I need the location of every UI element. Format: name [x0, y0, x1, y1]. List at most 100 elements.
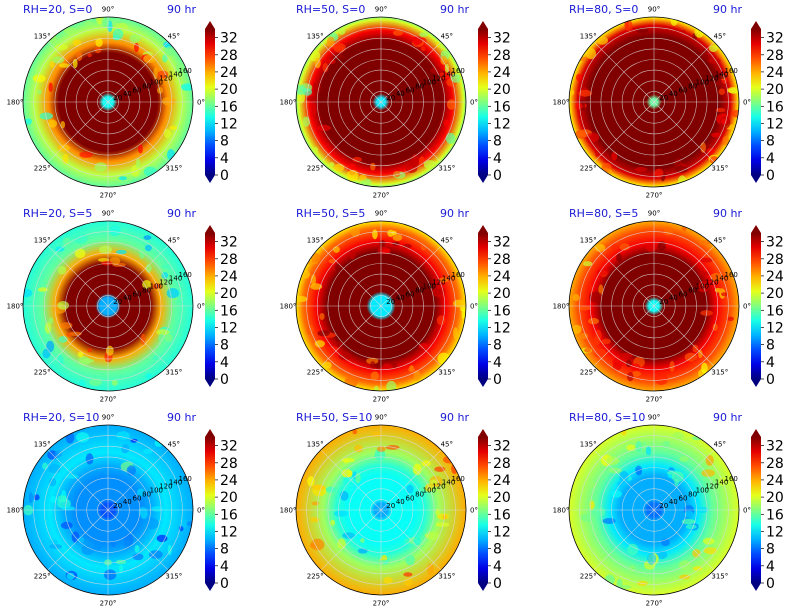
colorbar-tick-label: 4 [220, 355, 229, 371]
angular-gridline [380, 245, 442, 307]
angular-gridline [107, 509, 169, 571]
polar-panel: 20 40 60 801001201401600°45°90°135°180°225°… [280, 207, 511, 404]
angular-gridline [107, 245, 169, 307]
angular-gridline [107, 305, 169, 367]
radial-tick-label: 120 [432, 483, 445, 491]
radial-tick-label: 60 [679, 290, 688, 298]
angle-tick-label: 45° [714, 441, 726, 449]
colorbar-tick-label: 0 [766, 576, 775, 592]
angle-tick-label: 0° [470, 99, 478, 107]
angular-gridline [47, 509, 109, 571]
colorbar-tick-label: 24 [220, 65, 238, 81]
angle-tick-label: 225° [307, 572, 324, 580]
colorbar-tick-label: 8 [493, 338, 502, 354]
colorbar-tick-label: 8 [220, 542, 229, 558]
angle-tick-label: 180° [280, 303, 297, 311]
colorbar-extend-min [478, 583, 488, 591]
radial-tick-label: 160 [452, 67, 465, 75]
angle-tick-label: 315° [711, 368, 728, 376]
angle-tick-label: 315° [165, 368, 182, 376]
polar-panel: 20 40 60 801001201401600°45°90°135°180°225°… [7, 3, 238, 200]
colorbar-tick-label: 4 [220, 559, 229, 575]
panel-title: RH=50, S=10 [296, 411, 372, 424]
field-texture [24, 17, 193, 186]
radial-tick-label: 80 [142, 82, 151, 90]
angle-tick-label: 315° [165, 572, 182, 580]
angular-gridline [320, 509, 382, 571]
colorbar-extend-min [205, 379, 215, 387]
colorbar-tick-label: 0 [493, 168, 502, 184]
radial-tick-label: 60 [133, 494, 142, 502]
colorbar-extend-max [478, 225, 488, 233]
radial-tick-label: 60 [679, 86, 688, 94]
colorbar-tick-label: 12 [220, 525, 238, 541]
radial-tick-label: 120 [432, 279, 445, 287]
colorbar-tick-label: 16 [766, 303, 784, 319]
colorbar-scale [205, 233, 215, 379]
angle-tick-label: 135° [580, 441, 597, 449]
angular-gridline [107, 101, 169, 163]
colorbar-tick-label: 32 [766, 235, 784, 251]
radial-tick-label: 160 [725, 271, 738, 279]
angular-gridline [653, 101, 715, 163]
colorbar-tick-label: 16 [766, 99, 784, 115]
colorbar-scale [751, 233, 761, 379]
angle-tick-label: 0° [197, 303, 205, 311]
angle-tick-label: 135° [307, 237, 324, 245]
angular-gridline [380, 305, 442, 367]
colorbar-tick-label: 24 [493, 269, 511, 285]
radial-tick-label: 40 [123, 294, 132, 302]
angle-tick-label: 45° [714, 237, 726, 245]
angle-tick-label: 315° [711, 164, 728, 172]
colorbar-tick-label: 16 [220, 507, 238, 523]
angle-tick-label: 270° [646, 192, 663, 200]
polar-frame [568, 424, 740, 596]
radial-tick-label: 140 [442, 275, 455, 283]
radial-tick-label: 60 [133, 290, 142, 298]
angular-gridline [653, 41, 715, 103]
colorbar-extend-max [205, 429, 215, 437]
angle-tick-label: 135° [34, 237, 51, 245]
radial-tick-label: 80 [688, 490, 697, 498]
radial-tick-label: 80 [688, 82, 697, 90]
colorbar-tick-label: 32 [766, 439, 784, 455]
panel-title: RH=80, S=5 [569, 207, 638, 220]
colorbar-tick-label: 4 [493, 559, 502, 575]
radial-tick-label: 20 [113, 298, 122, 306]
colorbar-extend-min [751, 583, 761, 591]
panel-title: RH=80, S=0 [569, 3, 638, 16]
colorbar-tick-label: 4 [220, 151, 229, 167]
colorbar-extend-max [751, 429, 761, 437]
angle-tick-label: 315° [438, 572, 455, 580]
angular-gridline [593, 509, 655, 571]
field-texture [296, 227, 466, 391]
colorbar-tick-label: 0 [766, 372, 775, 388]
colorbar-tick-label: 4 [766, 151, 775, 167]
colorbar-tick-label: 32 [493, 439, 511, 455]
panel-time-label: 90 hr [713, 411, 742, 424]
radial-tick-label: 160 [179, 475, 192, 483]
radial-tick-label: 120 [432, 75, 445, 83]
angular-gridline [380, 41, 442, 103]
panel-time-label: 90 hr [713, 207, 742, 220]
angular-gridline [380, 509, 442, 571]
angular-gridline [47, 41, 109, 103]
angular-gridline [320, 449, 382, 511]
angle-tick-label: 315° [165, 164, 182, 172]
radial-tick-label: 40 [669, 498, 678, 506]
panel-time-label: 90 hr [440, 207, 469, 220]
colorbar-extend-max [205, 21, 215, 29]
radial-tick-label: 80 [142, 286, 151, 294]
radial-tick-label: 20 [113, 94, 122, 102]
polar-panel: 20 40 60 801001201401600°45°90°135°180°225°… [7, 207, 238, 404]
radial-tick-label: 160 [725, 475, 738, 483]
radial-tick-label: 60 [406, 86, 415, 94]
angular-gridline [47, 449, 109, 511]
colorbar-tick-label: 16 [493, 99, 511, 115]
angle-tick-label: 225° [307, 368, 324, 376]
radial-tick-label: 100 [696, 79, 709, 87]
radial-tick-label: 20 [113, 502, 122, 510]
